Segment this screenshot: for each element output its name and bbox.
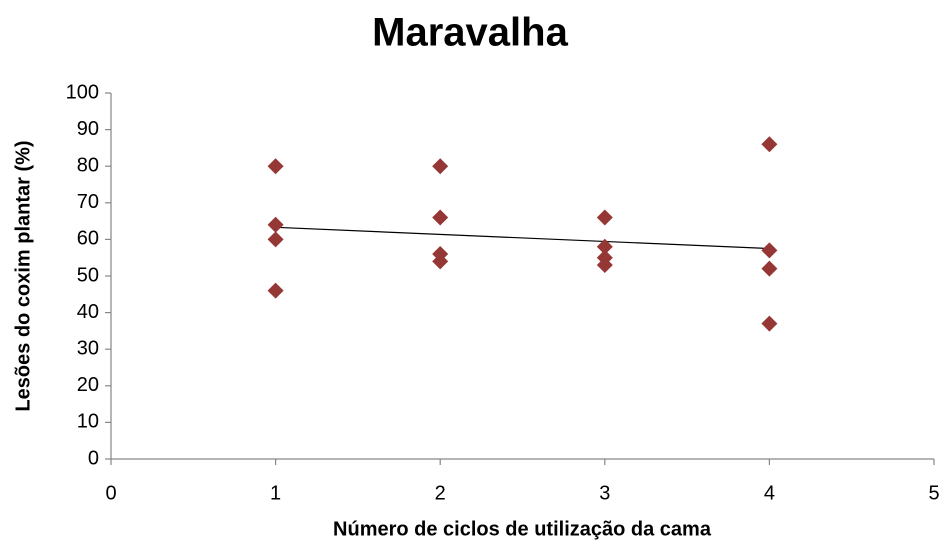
y-tick-label: 10 bbox=[77, 411, 99, 433]
x-tick-label: 3 bbox=[599, 482, 610, 504]
chart-title: Maravalha bbox=[372, 11, 568, 55]
point bbox=[267, 216, 284, 233]
x-tick-label: 5 bbox=[928, 482, 939, 504]
point bbox=[761, 315, 778, 332]
x-tick-label: 0 bbox=[105, 482, 116, 504]
y-tick-label: 80 bbox=[77, 154, 99, 176]
point bbox=[596, 238, 613, 255]
y-tick-label: 50 bbox=[77, 264, 99, 286]
point bbox=[432, 253, 449, 270]
y-tick-label: 20 bbox=[77, 374, 99, 396]
y-tick-label: 70 bbox=[77, 191, 99, 213]
x-tick-label: 1 bbox=[270, 482, 281, 504]
point bbox=[432, 209, 449, 226]
y-tick-label: 40 bbox=[77, 301, 99, 323]
point bbox=[432, 158, 449, 175]
point bbox=[761, 260, 778, 277]
y-tick-label: 90 bbox=[77, 118, 99, 140]
x-axis-label: Número de ciclos de utilização da cama bbox=[333, 518, 712, 540]
y-tick-label: 60 bbox=[77, 228, 99, 250]
trendline bbox=[275, 226, 770, 250]
point bbox=[267, 158, 284, 175]
y-tick-label: 0 bbox=[88, 447, 99, 469]
y-axis-label: Lesões do coxim plantar (%) bbox=[12, 140, 34, 411]
y-tick-label: 30 bbox=[77, 337, 99, 359]
point bbox=[761, 242, 778, 259]
x-tick-label: 4 bbox=[764, 482, 775, 504]
point bbox=[761, 136, 778, 153]
point bbox=[596, 257, 613, 274]
x-tick-label: 2 bbox=[435, 482, 446, 504]
y-tick-label: 100 bbox=[66, 81, 99, 103]
point bbox=[267, 231, 284, 248]
point bbox=[596, 209, 613, 226]
point bbox=[267, 282, 284, 299]
